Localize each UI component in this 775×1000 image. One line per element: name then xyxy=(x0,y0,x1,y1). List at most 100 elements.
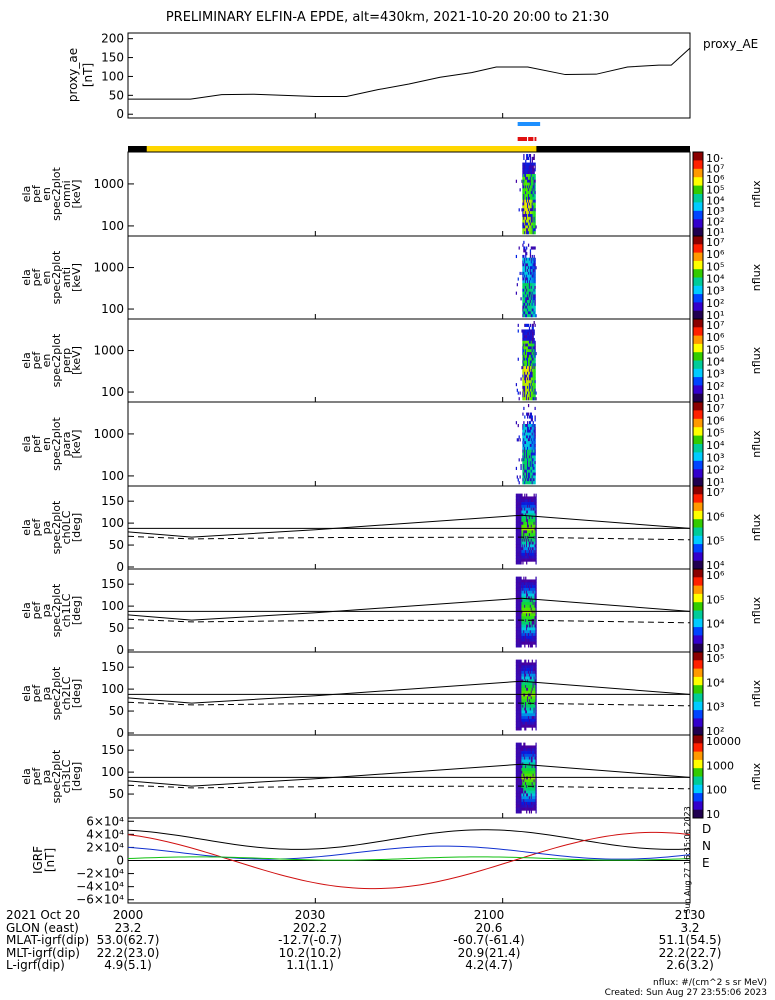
spec-pixel xyxy=(535,808,536,811)
spec-pixel xyxy=(535,782,536,785)
spec-pixel xyxy=(535,559,536,562)
colorbar-segment xyxy=(693,519,703,528)
colorbar-segment xyxy=(693,169,703,178)
footer-value: 23.2 xyxy=(78,922,178,934)
spec-pixel xyxy=(535,585,536,588)
spec-pixel xyxy=(518,424,519,427)
colorbar-segment xyxy=(693,760,703,769)
colorbar-segment xyxy=(693,611,703,620)
colorbar-label: nflux xyxy=(750,346,763,374)
spec-pixel xyxy=(535,743,536,746)
colorbar-segment xyxy=(693,602,703,611)
spec-pixel xyxy=(535,165,536,168)
spec-pixel xyxy=(527,415,528,418)
colorbar-segment xyxy=(693,286,703,295)
colorbar-label: nflux xyxy=(750,513,763,541)
spec-pixel xyxy=(523,407,524,410)
spec-ylabel-line: [deg] xyxy=(70,679,83,708)
spec-pixel xyxy=(535,191,536,194)
colorbar-segment xyxy=(693,419,703,428)
colorbar-segment xyxy=(693,278,703,287)
spec-ylabel-line: [keV] xyxy=(70,263,83,292)
spec-pixel xyxy=(520,272,521,275)
footer-value: 2000 xyxy=(78,909,178,921)
spec-pixel xyxy=(535,791,536,794)
spec-pixel xyxy=(520,464,521,467)
spec-pixel xyxy=(532,415,533,418)
spec-pixel xyxy=(535,377,536,380)
spec-pixel xyxy=(528,324,529,327)
proxy-ae-ytick-label: 150 xyxy=(101,51,124,65)
spec-pixel xyxy=(534,171,535,174)
spec-pixel xyxy=(525,255,526,258)
spec-pixel xyxy=(520,392,521,395)
spec-pixel xyxy=(529,327,530,330)
spec-pixel xyxy=(535,355,536,358)
proxy-ae-ytick-label: 0 xyxy=(116,107,124,121)
spec-pixel xyxy=(524,743,525,746)
spec-pixel xyxy=(525,160,526,163)
spec-ytick-label: 1000 xyxy=(93,427,124,441)
colorbar-tick-label: 10³ xyxy=(706,368,724,381)
spec-pixel xyxy=(535,788,536,791)
spec-pixel xyxy=(535,630,536,633)
spec-pixel xyxy=(534,329,535,332)
footer-value: 22.2(22.7) xyxy=(640,947,740,959)
spec-pixel xyxy=(535,502,536,505)
colorbar-segment xyxy=(693,160,703,169)
spec-pixel xyxy=(532,660,533,663)
spec-frame-omni xyxy=(128,152,690,236)
spec-pixel xyxy=(535,499,536,502)
spec-pixel xyxy=(535,311,536,314)
colorbar-segment xyxy=(693,236,703,245)
spec-ytick-label: 1000 xyxy=(93,261,124,275)
spec-pixel xyxy=(535,383,536,386)
spec-pixel xyxy=(535,544,536,547)
colorbar-segment xyxy=(693,768,703,777)
colorbar-segment xyxy=(693,669,703,678)
colorbar-tick-label: 10⁷ xyxy=(706,402,724,415)
spec-pixel xyxy=(523,255,524,258)
spec-pixel xyxy=(535,525,536,528)
colorbar-tick-label: 10⁶ xyxy=(706,569,725,582)
spec-pixel xyxy=(535,705,536,708)
spec-pixel xyxy=(525,727,526,730)
colorbar-tick-label: 100 xyxy=(706,784,727,797)
spec-pixel xyxy=(520,188,521,191)
spec-pixel xyxy=(535,553,536,556)
colorbar-segment xyxy=(693,785,703,794)
spec-pixel xyxy=(535,309,536,312)
spec-pixel xyxy=(523,421,524,424)
spec-pixel xyxy=(535,358,536,361)
colorbar-tick-label: 10⁵ xyxy=(706,535,724,548)
spec-pixel xyxy=(525,577,526,580)
spec-pixel xyxy=(528,157,529,160)
igrf-ytick-label: 0 xyxy=(116,854,124,868)
spec-pixel xyxy=(535,467,536,470)
spec-pixel xyxy=(525,249,526,252)
spec-ytick-label: 100 xyxy=(101,682,124,696)
spec-pixel xyxy=(517,283,518,286)
colorbar-segment xyxy=(693,718,703,727)
spec-pixel xyxy=(535,668,536,671)
spec-pixel xyxy=(535,561,536,564)
igrf-ylabel-unit: [nT] xyxy=(43,848,57,872)
spec-pixel xyxy=(535,810,536,813)
spec-pixel xyxy=(520,810,521,813)
spec-ytick-label: 0 xyxy=(116,560,124,574)
spec-pixel xyxy=(535,713,536,716)
spec-pixel xyxy=(535,314,536,317)
spec-pixel xyxy=(530,154,531,157)
proxy-ae-ylabel-unit: [nT] xyxy=(81,63,95,87)
spec-pixel xyxy=(535,539,536,542)
proxy-ae-line xyxy=(128,48,690,99)
spec-pixel xyxy=(535,269,536,272)
colorbar-segment xyxy=(693,186,703,195)
spec-pixel xyxy=(535,228,536,231)
footer-value: 202.2 xyxy=(260,922,360,934)
spec-pixel xyxy=(535,283,536,286)
colorbar-tick-label: 10⁵ xyxy=(706,343,724,356)
spec-pixel xyxy=(535,799,536,802)
spec-pixel xyxy=(532,644,533,647)
spec-frame-ch1LC xyxy=(128,569,690,652)
